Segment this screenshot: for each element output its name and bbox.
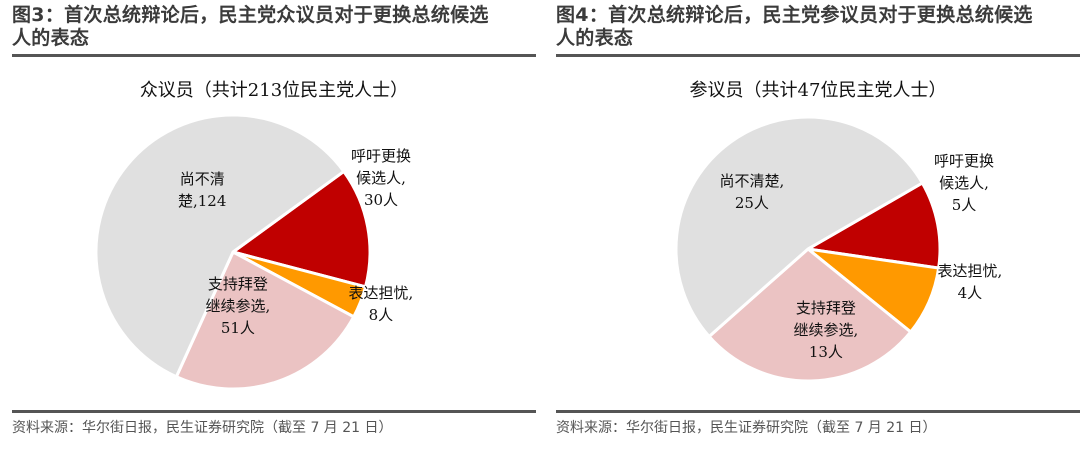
chart-title: 参议员（共计47位民主党人士） (689, 80, 947, 101)
slice-concern-label: 表达担忧, 4人 (937, 262, 1003, 302)
slice-unclear (674, 115, 925, 339)
slice-support-biden-label: 支持拜登 继续参选, 13人 (793, 299, 859, 361)
figure-title-line-2: 人的表态 (556, 27, 634, 49)
figure-4-panel: 图4：首次总统辩论后，民主党参议员对于更换总统候选 人的表态 参议员（共计47位… (556, 0, 1080, 455)
slice-unclear (94, 113, 346, 379)
slice-support-biden (174, 249, 356, 391)
pie-chart-senate (674, 115, 942, 383)
slice-unclear-label: 尚不清 楚,124 (178, 170, 227, 210)
top-divider (12, 54, 536, 57)
slice-unclear-label: 尚不清楚, 25人 (719, 172, 785, 212)
figure-title: 图3：首次总统辩论后，民主党众议员对于更换总统候选 人的表态 (12, 4, 536, 50)
slice-concern-label: 表达担忧, 8人 (348, 284, 414, 324)
source-note: 资料来源：华尔街日报，民生证券研究院（截至 7 月 21 日） (556, 420, 937, 436)
source-note: 资料来源：华尔街日报，民生证券研究院（截至 7 月 21 日） (12, 420, 393, 436)
figure-title-line-1: 图3：首次总统辩论后，民主党众议员对于更换总统候选 (12, 4, 489, 26)
figure-3-panel: 图3：首次总统辩论后，民主党众议员对于更换总统候选 人的表态 众议员（共计213… (12, 0, 536, 455)
slice-support-biden-label: 支持拜登 继续参选, 51人 (205, 275, 271, 337)
slice-support-biden (707, 247, 913, 383)
slice-call-replace (229, 169, 372, 289)
top-divider (556, 54, 1080, 57)
bottom-divider (12, 410, 536, 413)
slice-call-replace-label: 呼吁更换 候选人, 30人 (351, 147, 412, 209)
figure-title-line-2: 人的表态 (12, 27, 90, 49)
figure-title-line-1: 图4：首次总统辩论后，民主党参议员对于更换总统候选 (556, 4, 1033, 26)
figure-title: 图4：首次总统辩论后，民主党参议员对于更换总统候选 人的表态 (556, 4, 1080, 50)
slice-call-replace (803, 180, 942, 270)
slice-call-replace-label: 呼吁更换 候选人, 5人 (934, 152, 995, 214)
pie-chart-house (94, 113, 372, 391)
bottom-divider (556, 410, 1080, 413)
chart-title: 众议员（共计213位民主党人士） (139, 80, 409, 101)
